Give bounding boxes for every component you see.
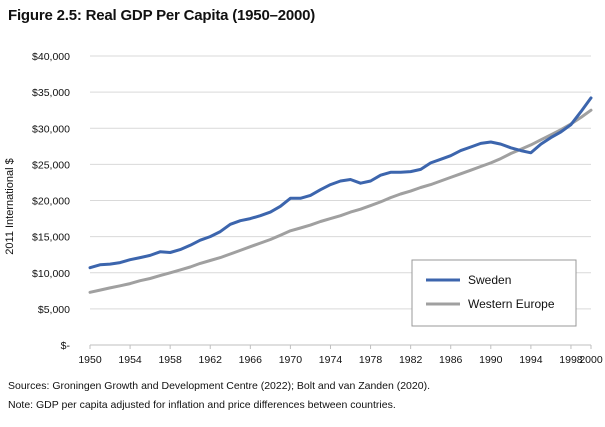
x-tick-label: 1966	[239, 354, 263, 366]
y-tick-label: $5,000	[38, 304, 70, 316]
x-tick-label: 1978	[359, 354, 383, 366]
x-tick-label: 2000	[579, 354, 603, 366]
y-tick-label: $25,000	[32, 159, 70, 171]
footnote: Note: GDP per capita adjusted for inflat…	[8, 399, 396, 411]
x-tick-label: 1998	[559, 354, 583, 366]
y-axis-label: 2011 International $	[4, 158, 16, 254]
legend-box	[411, 259, 577, 327]
legend-label: Western Europe	[468, 297, 555, 311]
x-tick-label: 1970	[279, 354, 303, 366]
y-tick-label: $10,000	[32, 268, 70, 280]
grid-lines	[90, 55, 591, 310]
x-tick-label: 1974	[319, 354, 343, 366]
x-tick-label: 1954	[118, 354, 142, 366]
x-tick-label: 1958	[158, 354, 182, 366]
y-tick-label: $-	[61, 340, 71, 352]
y-tick-label: $30,000	[32, 123, 70, 135]
y-tick-label: $35,000	[32, 87, 70, 99]
x-tick-label: 1950	[78, 354, 102, 366]
x-tick-label: 1962	[199, 354, 223, 366]
series-line-sweden	[88, 96, 593, 270]
x-tick-label: 1994	[519, 354, 543, 366]
y-tick-label: $40,000	[32, 51, 70, 63]
y-axis-ticks: $- $5,000 $10,000 $15,000 $20,000 $25,000 $30,…	[32, 51, 70, 352]
x-tick-label: 1986	[439, 354, 463, 366]
series-lines	[88, 96, 593, 294]
legend: Sweden Western Europe	[411, 259, 577, 327]
figure-title: Figure 2.5: Real GDP Per Capita (1950–20…	[8, 7, 316, 24]
x-tick-label: 1990	[479, 354, 503, 366]
y-tick-label: $20,000	[32, 196, 70, 208]
y-tick-label: $15,000	[32, 232, 70, 244]
series-line-western-europe	[88, 108, 593, 294]
sources-note: Sources: Groningen Growth and Developmen…	[8, 380, 430, 392]
x-tick-label: 1982	[399, 354, 423, 366]
legend-label: Sweden	[468, 273, 511, 287]
x-axis-ticks: 1950 1954 1958 1962 1966 1970 1974 1978 1982 1986…	[78, 345, 603, 366]
